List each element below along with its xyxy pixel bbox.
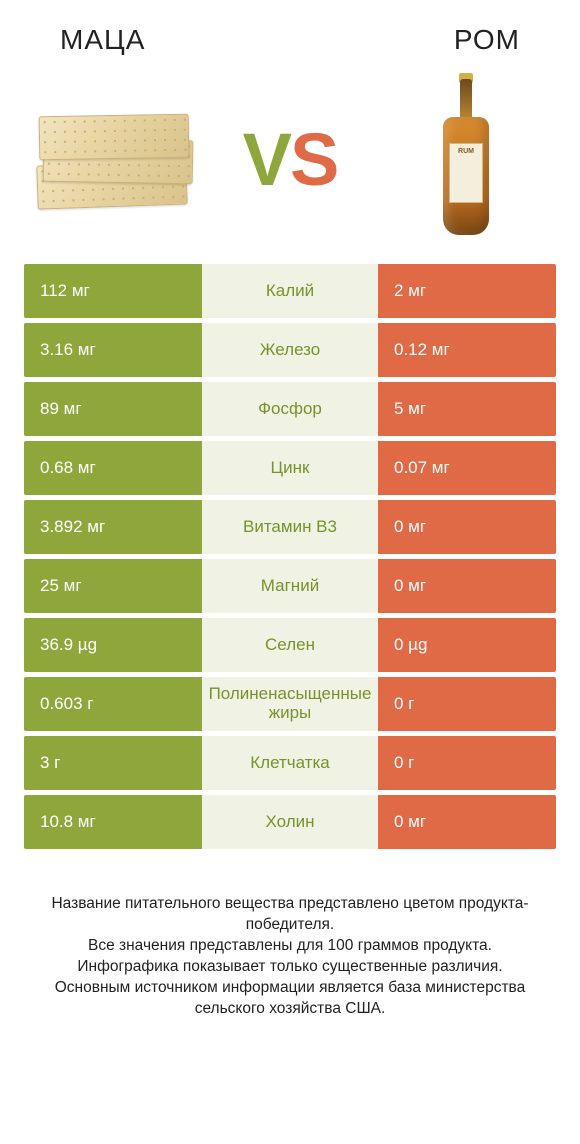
value-left: 0.603 г [24,677,202,731]
value-left: 89 мг [24,382,202,436]
rum-bottle-icon: RUM [442,79,490,239]
header-row: МАЦА РОМ [0,0,580,64]
nutrient-label: Цинк [202,441,378,495]
table-row: 25 мгМагний0 мг [24,559,556,613]
footer-line: Название питательного вещества представл… [30,894,550,936]
value-left: 3.16 мг [24,323,202,377]
product-title-left: МАЦА [60,24,145,56]
value-right: 0 мг [378,559,556,613]
nutrient-table: 112 мгКалий2 мг3.16 мгЖелезо0.12 мг89 мг… [0,264,580,849]
value-left: 36.9 µg [24,618,202,672]
value-left: 10.8 мг [24,795,202,849]
vs-s: S [290,117,337,202]
footer-note: Название питательного вещества представл… [0,854,580,1020]
table-row: 36.9 µgСелен0 µg [24,618,556,672]
value-left: 3 г [24,736,202,790]
product-image-left [24,79,204,239]
value-right: 0 мг [378,795,556,849]
table-row: 0.603 гПолиненасыщенные жиры0 г [24,677,556,731]
value-left: 0.68 мг [24,441,202,495]
value-right: 5 мг [378,382,556,436]
value-right: 0.07 мг [378,441,556,495]
table-row: 3.16 мгЖелезо0.12 мг [24,323,556,377]
product-title-right: РОМ [454,24,520,56]
nutrient-label: Холин [202,795,378,849]
hero-row: VS RUM [0,64,580,264]
vs-v: V [243,117,290,202]
nutrient-label: Железо [202,323,378,377]
nutrient-label: Полиненасыщенные жиры [202,677,378,731]
footer-line: Основным источником информации является … [30,978,550,1020]
value-left: 3.892 мг [24,500,202,554]
nutrient-label: Магний [202,559,378,613]
table-row: 10.8 мгХолин0 мг [24,795,556,849]
nutrient-label: Калий [202,264,378,318]
value-right: 0 мг [378,500,556,554]
table-row: 3.892 мгВитамин B30 мг [24,500,556,554]
footer-line: Инфографика показывает только существенн… [30,957,550,978]
nutrient-label: Фосфор [202,382,378,436]
value-right: 2 мг [378,264,556,318]
value-right: 0 г [378,736,556,790]
nutrient-label: Клетчатка [202,736,378,790]
table-row: 89 мгФосфор5 мг [24,382,556,436]
table-row: 0.68 мгЦинк0.07 мг [24,441,556,495]
value-left: 25 мг [24,559,202,613]
nutrient-label: Селен [202,618,378,672]
value-right: 0.12 мг [378,323,556,377]
footer-line: Все значения представлены для 100 граммо… [30,936,550,957]
value-right: 0 г [378,677,556,731]
table-row: 112 мгКалий2 мг [24,264,556,318]
nutrient-label: Витамин B3 [202,500,378,554]
product-image-right: RUM [376,79,556,239]
value-left: 112 мг [24,264,202,318]
vs-label: VS [243,117,338,202]
matzo-icon [29,99,199,219]
value-right: 0 µg [378,618,556,672]
table-row: 3 гКлетчатка0 г [24,736,556,790]
